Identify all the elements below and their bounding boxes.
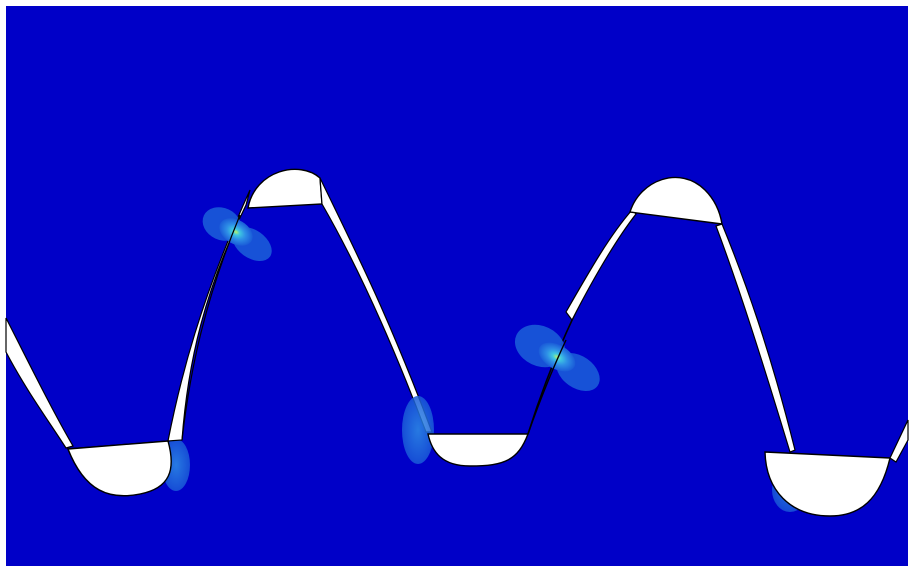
contact-line-1 (181, 214, 241, 441)
gap-flank-1-left (167, 189, 251, 442)
gap-right-edge (889, 419, 909, 463)
gap-left-edge (5, 317, 74, 449)
gap-tip-2 (629, 176, 723, 225)
gap-root-2 (427, 433, 530, 467)
gap-flank-2-right (715, 223, 796, 453)
gap-flank-2-left (565, 209, 637, 322)
contour-hotspot-2-core (538, 342, 576, 372)
gap-root-1-fill (67, 440, 172, 497)
contour-root-2 (402, 396, 434, 464)
contact-line-2b (527, 339, 567, 435)
contour-hotspot-1-core (219, 218, 253, 246)
gap-root-3 (764, 451, 891, 517)
